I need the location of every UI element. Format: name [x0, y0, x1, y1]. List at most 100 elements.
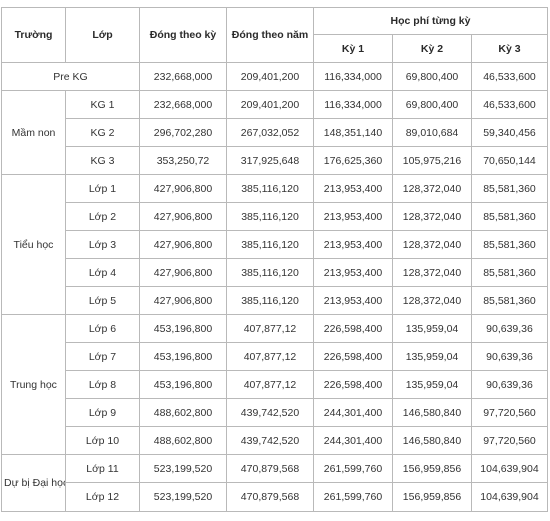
pre-kg-label: Pre KG	[1, 62, 140, 91]
header-term-fees: Học phí từng kỳ	[312, 7, 549, 35]
cell-term2: 156,959,856	[392, 482, 472, 512]
cell-per-year: 407,877,12	[226, 342, 314, 371]
table-row: Lớp 7 453,196,800 407,877,12 226,598,400 135…	[2, 342, 549, 371]
cell-term2: 69,800,400	[392, 62, 472, 91]
cell-term2: 135,959,04	[392, 342, 472, 371]
cell-per-term: 427,906,800	[139, 286, 227, 315]
cell-per-term: 453,196,800	[139, 342, 227, 371]
cell-term2: 89,010,684	[392, 118, 472, 147]
cell-term3: 90,639,36	[470, 370, 549, 399]
cell-term1: 176,625,360	[313, 146, 393, 175]
cell-term1: 226,598,400	[313, 314, 393, 343]
cell-term2: 69,800,400	[392, 90, 472, 119]
grade-cell: Lớp 10	[65, 426, 140, 455]
cell-term3: 70,650,144	[470, 146, 549, 175]
grade-cell: KG 2	[65, 118, 140, 147]
cell-term3: 97,720,560	[470, 426, 549, 455]
cell-term1: 226,598,400	[313, 342, 393, 371]
cell-per-term: 427,906,800	[139, 230, 227, 259]
table-row: Trung học Lớp 6 453,196,800 407,877,12 226,5…	[1, 314, 549, 455]
table-row: Tiểu học Lớp 1 427,906,800 385,116,120 213,9…	[1, 174, 549, 315]
header-term1: Kỳ 1	[313, 34, 393, 63]
cell-term2: 128,372,040	[392, 286, 472, 315]
cell-term1: 213,953,400	[313, 202, 393, 231]
table-row: KG 3 353,250,72 317,925,648 176,625,360 105,…	[2, 146, 549, 175]
cell-per-term: 232,668,000	[139, 62, 227, 91]
school-cell: Tiểu học	[1, 174, 66, 315]
cell-term1: 213,953,400	[313, 230, 393, 259]
cell-per-year: 385,116,120	[226, 230, 314, 259]
cell-term1: 116,334,000	[313, 62, 393, 91]
cell-term1: 261,599,760	[313, 454, 393, 483]
cell-per-term: 453,196,800	[139, 370, 227, 399]
cell-term3: 85,581,360	[470, 286, 549, 315]
cell-term1: 116,334,000	[313, 90, 393, 119]
cell-term1: 213,953,400	[313, 174, 393, 203]
header-per-year: Đóng theo năm	[226, 7, 314, 63]
cell-per-year: 407,877,12	[226, 370, 314, 399]
grade-cell: Lớp 8	[65, 370, 140, 399]
table-body: Pre KG 232,668,000 209,401,200 116,334,0…	[1, 62, 549, 512]
cell-per-term: 523,199,520	[139, 482, 227, 512]
cell-term3: 97,720,560	[470, 398, 549, 427]
table-row: Lớp 5 427,906,800 385,116,120 213,953,400 12…	[2, 286, 549, 315]
header-grade: Lớp	[65, 7, 140, 63]
cell-term1: 244,301,400	[313, 398, 393, 427]
table-row: Lớp 8 453,196,800 407,877,12 226,598,400 135…	[2, 370, 549, 399]
cell-per-year: 267,032,052	[226, 118, 314, 147]
cell-per-year: 470,879,568	[226, 482, 314, 512]
school-cell: Dự bị Đại học	[1, 454, 66, 512]
header-per-term: Đóng theo kỳ	[139, 7, 227, 63]
table-row: Lớp 9 488,602,800 439,742,520 244,301,400 14…	[2, 398, 549, 427]
cell-per-term: 427,906,800	[139, 258, 227, 287]
cell-per-term: 427,906,800	[139, 202, 227, 231]
cell-term2: 156,959,856	[392, 454, 472, 483]
header-school: Trường	[1, 7, 66, 63]
cell-per-year: 470,879,568	[226, 454, 314, 483]
cell-term3: 46,533,600	[470, 62, 549, 91]
grade-cell: Lớp 4	[65, 258, 140, 287]
cell-per-year: 385,116,120	[226, 286, 314, 315]
cell-per-year: 209,401,200	[226, 62, 314, 91]
cell-term1: 226,598,400	[313, 370, 393, 399]
grade-cell: Lớp 9	[65, 398, 140, 427]
cell-per-term: 427,906,800	[139, 174, 227, 203]
cell-term1: 148,351,140	[313, 118, 393, 147]
table-row: Lớp 12 523,199,520 470,879,568 261,599,760 1…	[2, 482, 549, 512]
table-row: Lớp 10 488,602,800 439,742,520 244,301,400 1…	[2, 426, 549, 455]
table-row: Dự bị Đại học Lớp 11 523,199,520 470,879,56…	[1, 454, 549, 512]
cell-per-year: 385,116,120	[226, 174, 314, 203]
cell-term3: 104,639,904	[470, 454, 549, 483]
grade-cell: KG 1	[65, 90, 140, 119]
cell-term1: 261,599,760	[313, 482, 393, 512]
cell-term2: 128,372,040	[392, 258, 472, 287]
cell-term3: 85,581,360	[470, 230, 549, 259]
grade-cell: Lớp 12	[65, 482, 140, 512]
cell-per-year: 439,742,520	[226, 426, 314, 455]
cell-term2: 128,372,040	[392, 174, 472, 203]
cell-per-term: 488,602,800	[139, 398, 227, 427]
table-row: Mầm non KG 1 232,668,000 209,401,200 116,334…	[1, 90, 549, 175]
grade-cell: Lớp 1	[65, 174, 140, 203]
cell-term2: 146,580,840	[392, 426, 472, 455]
table-row: Lớp 3 427,906,800 385,116,120 213,953,400 12…	[2, 230, 549, 259]
cell-per-term: 453,196,800	[139, 314, 227, 343]
cell-per-term: 232,668,000	[139, 90, 227, 119]
cell-per-year: 385,116,120	[226, 258, 314, 287]
grade-cell: Lớp 6	[65, 314, 140, 343]
cell-term3: 85,581,360	[470, 258, 549, 287]
cell-per-year: 407,877,12	[226, 314, 314, 343]
header-term3: Kỳ 3	[470, 34, 549, 63]
cell-per-term: 488,602,800	[139, 426, 227, 455]
school-cell: Trung học	[1, 314, 66, 455]
cell-per-term: 523,199,520	[139, 454, 227, 483]
grade-cell: Lớp 5	[65, 286, 140, 315]
cell-term2: 146,580,840	[392, 398, 472, 427]
cell-term3: 46,533,600	[470, 90, 549, 119]
table-row-pre-kg: Pre KG 232,668,000 209,401,200 116,334,0…	[1, 62, 549, 91]
cell-term2: 105,975,216	[392, 146, 472, 175]
cell-term3: 59,340,456	[470, 118, 549, 147]
grade-cell: Lớp 7	[65, 342, 140, 371]
cell-per-year: 439,742,520	[226, 398, 314, 427]
cell-term2: 135,959,04	[392, 370, 472, 399]
